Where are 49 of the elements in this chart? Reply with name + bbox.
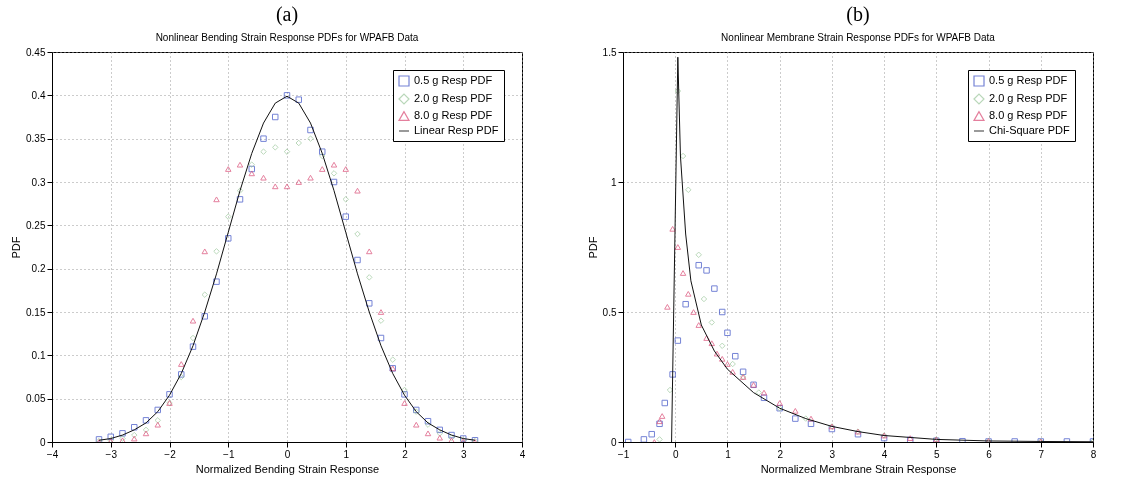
x-tick-label: −3 bbox=[105, 448, 118, 460]
y-tick-label: 0 bbox=[39, 436, 46, 448]
legend-label: Chi-Square PDF bbox=[989, 124, 1070, 136]
y-tick-label: 0.15 bbox=[26, 306, 46, 318]
y-tick-label: 0.1 bbox=[31, 349, 46, 361]
x-tick-label: 3 bbox=[460, 448, 467, 460]
x-tick-label: 6 bbox=[986, 448, 993, 460]
x-axis-title: Normalized Membrane Strain Response bbox=[760, 462, 957, 475]
legend-label: 0.5 g Resp PDF bbox=[989, 74, 1068, 86]
y-tick-label: 0.05 bbox=[26, 393, 46, 405]
x-axis-title: Normalized Bending Strain Response bbox=[195, 462, 380, 475]
x-tick-label: 2 bbox=[777, 448, 784, 460]
legend-label: 2.0 g Resp PDF bbox=[414, 92, 493, 104]
x-tick-label: 4 bbox=[881, 448, 888, 460]
y-axis-title: PDF bbox=[10, 236, 23, 259]
legend-label: Linear Resp PDF bbox=[414, 124, 499, 136]
x-tick-label: 0 bbox=[284, 448, 291, 460]
x-tick-label: −4 bbox=[46, 448, 59, 460]
chart-subtitle: Nonlinear Membrane Strain Response PDFs for WPAFB Data bbox=[721, 32, 996, 43]
y-tick-label: 0.35 bbox=[26, 133, 46, 145]
x-tick-label: 8 bbox=[1090, 448, 1097, 460]
x-tick-label: 2 bbox=[402, 448, 409, 460]
y-tick-label: 1 bbox=[610, 176, 617, 188]
y-tick-label: 0.25 bbox=[26, 219, 46, 231]
chart-title: (b) bbox=[846, 3, 870, 26]
y-tick-label: 0.5 bbox=[602, 306, 617, 318]
x-tick-label: 1 bbox=[725, 448, 732, 460]
y-tick-label: 0.2 bbox=[31, 263, 46, 275]
x-tick-label: 4 bbox=[519, 448, 526, 460]
y-tick-label: 0.3 bbox=[31, 176, 46, 188]
y-tick-label: 0 bbox=[610, 436, 617, 448]
chart-subtitle: Nonlinear Bending Strain Response PDFs for WPAFB Data bbox=[155, 32, 419, 43]
x-tick-label: 5 bbox=[934, 448, 941, 460]
y-axis-title: PDF bbox=[586, 236, 599, 259]
y-tick-label: 0.45 bbox=[26, 46, 46, 58]
x-tick-label: 7 bbox=[1038, 448, 1045, 460]
x-tick-label: −1 bbox=[617, 448, 630, 460]
chart-title: (a) bbox=[275, 3, 299, 26]
x-tick-label: 3 bbox=[829, 448, 836, 460]
y-tick-label: 1.5 bbox=[602, 46, 617, 58]
x-tick-label: −2 bbox=[164, 448, 177, 460]
legend-label: 8.0 g Resp PDF bbox=[989, 109, 1068, 121]
legend-label: 0.5 g Resp PDF bbox=[414, 74, 493, 86]
x-tick-label: −1 bbox=[223, 448, 235, 460]
legend-label: 8.0 g Resp PDF bbox=[414, 109, 493, 121]
x-tick-label: 1 bbox=[343, 448, 350, 460]
legend-label: 2.0 g Resp PDF bbox=[989, 92, 1068, 104]
y-tick-label: 0.4 bbox=[31, 89, 46, 101]
x-tick-label: 0 bbox=[672, 448, 679, 460]
